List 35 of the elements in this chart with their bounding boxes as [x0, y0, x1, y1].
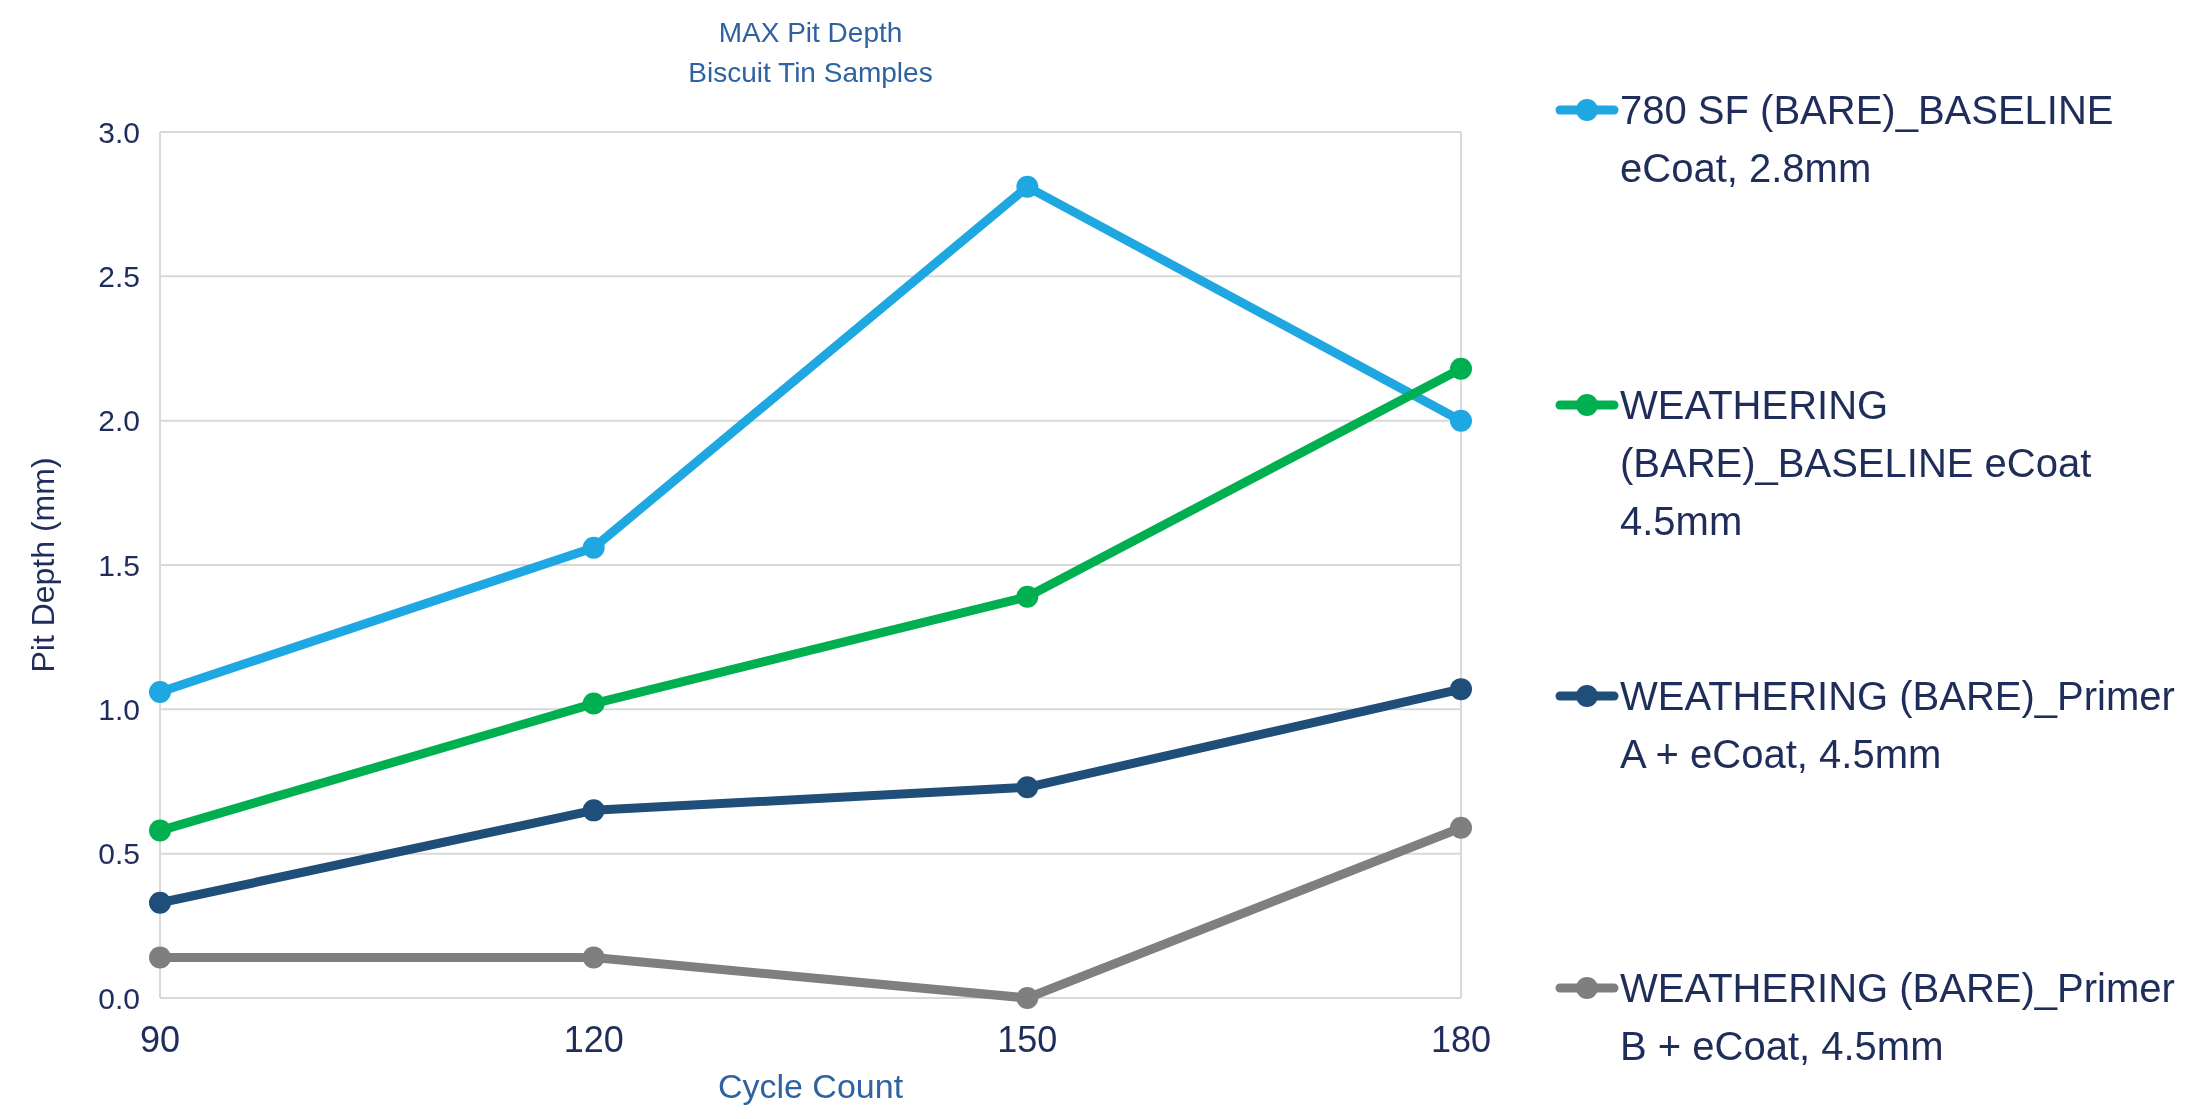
y-tick-label: 2.0: [98, 404, 140, 438]
point: [149, 681, 171, 704]
point: [1016, 776, 1039, 799]
legend-label: 780 SF (BARE)_BASELINE eCoat, 2.8mm: [1620, 88, 2114, 190]
x-tick-label: 150: [997, 1019, 1058, 1060]
point: [1016, 585, 1039, 608]
point: [1450, 816, 1472, 839]
point: [582, 799, 605, 822]
point: [1450, 409, 1472, 432]
point: [1450, 357, 1472, 380]
point: [582, 536, 605, 559]
legend-label: WEATHERING (BARE)_Primer A + eCoat, 4.5mm: [1620, 674, 2175, 776]
point: [582, 946, 605, 969]
point: [582, 692, 605, 715]
y-axis-title: Pit Depth (mm): [25, 457, 61, 673]
y-tick-label: 1.5: [98, 548, 140, 582]
point: [149, 891, 171, 914]
chart-title: MAX Pit Depth: [718, 17, 903, 48]
point: [1016, 987, 1039, 1009]
point: [149, 946, 171, 969]
point: [1016, 175, 1039, 198]
chart-subtitle: Biscuit Tin Samples: [688, 57, 933, 88]
y-tick-label: 0.0: [98, 981, 140, 1015]
x-tick-label: 90: [139, 1019, 181, 1060]
y-tick-label: 1.0: [98, 692, 140, 726]
point: [149, 819, 171, 842]
point: [1450, 678, 1472, 701]
y-tick-label: 3.0: [98, 115, 140, 149]
x-axis-title: Cycle Count: [717, 1067, 904, 1105]
legend-label: WEATHERING (BARE)_Primer B + eCoat, 4.5mm: [1620, 966, 2175, 1068]
legend-label: WEATHERING (BARE)_BASELINE eCoat 4.5mm: [1620, 383, 2092, 543]
y-tick-label: 2.5: [98, 259, 140, 293]
y-tick-label: 0.5: [98, 837, 140, 871]
x-tick-label: 180: [1430, 1019, 1492, 1060]
x-tick-label: 120: [563, 1019, 624, 1060]
